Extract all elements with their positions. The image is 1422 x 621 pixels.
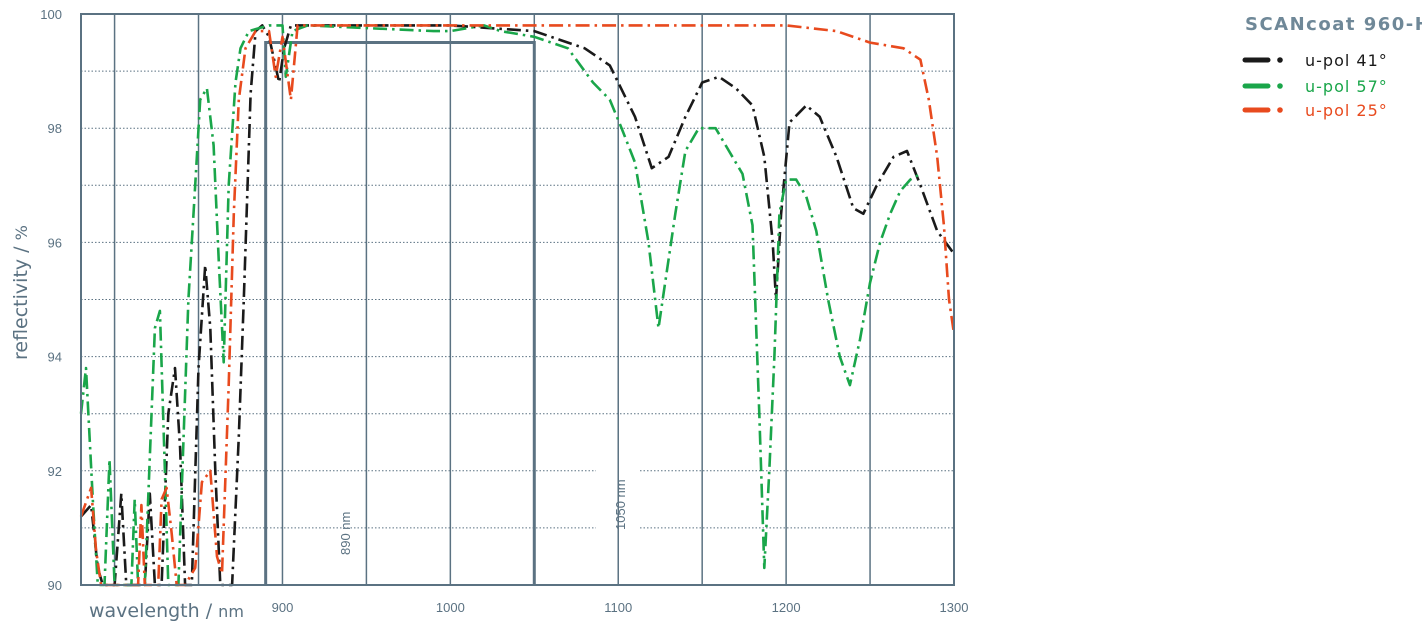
series-lines: [79, 24, 956, 587]
svg-text:u-pol 41°: u-pol 41°: [1305, 51, 1388, 70]
plot-frame: [80, 13, 955, 586]
legend-item-41: u-pol 41°: [1242, 51, 1388, 70]
legend-item-25: u-pol 25°: [1242, 101, 1388, 120]
svg-text:u-pol 25°: u-pol 25°: [1305, 101, 1388, 120]
x-tick-label: 1300: [940, 600, 969, 615]
wavelength-band: [264, 41, 536, 585]
legend: u-pol 41° u-pol 57° u-pol 25°: [1242, 51, 1388, 120]
legend-item-57: u-pol 57°: [1242, 77, 1388, 96]
y-tick-label: 92: [48, 464, 62, 479]
series-line-1: [79, 24, 922, 587]
band-outline: [264, 41, 536, 585]
x-tick-label: 1000: [436, 600, 465, 615]
band-end-label: 1050 nm: [613, 479, 628, 530]
band-start-label: 890 nm: [338, 512, 353, 555]
y-tick-label: 100: [40, 7, 62, 22]
y-tick-label: 96: [48, 235, 62, 250]
y-tick-label: 98: [48, 121, 62, 136]
y-tick-label: 90: [48, 578, 62, 593]
chart-title: SCANcoat 960-H: [1245, 14, 1422, 35]
y-tick-label: 94: [48, 350, 62, 365]
x-tick-label: 1100: [604, 600, 632, 615]
tick-labels: 900 1000 1100 1200 1300 90 92 94 96 98 100: [40, 7, 968, 615]
series-line-2: [79, 24, 956, 587]
x-tick-label: 1200: [772, 600, 801, 615]
svg-text:u-pol 57°: u-pol 57°: [1305, 77, 1388, 96]
x-tick-label: 900: [272, 600, 294, 615]
y-axis-label: reflectivity / %: [10, 225, 32, 360]
x-axis-label: wavelength / nm: [89, 600, 244, 621]
